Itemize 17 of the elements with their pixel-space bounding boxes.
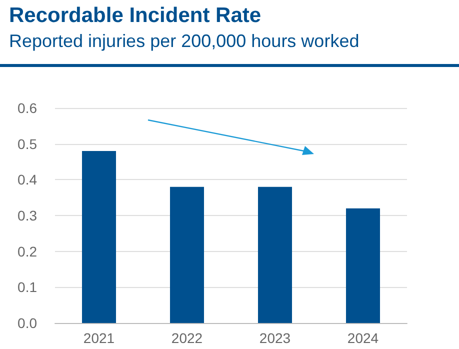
chart-subtitle: Reported injuries per 200,000 hours worked <box>9 31 360 51</box>
x-tick-label: 2024 <box>347 330 379 346</box>
y-tick-label: 0.1 <box>18 279 38 296</box>
bar <box>170 186 204 323</box>
y-tick-label: 0.3 <box>18 208 38 224</box>
y-tick-label: 0.6 <box>18 100 38 116</box>
chart-title: Recordable Incident Rate <box>9 4 262 27</box>
y-tick-label: 0.2 <box>18 243 38 260</box>
x-tick-label: 2021 <box>83 330 115 346</box>
bar <box>258 186 292 323</box>
y-tick-label: 0.5 <box>18 136 38 152</box>
y-tick-label: 0.0 <box>18 315 38 331</box>
x-tick-label: 2022 <box>171 330 203 346</box>
x-tick-label: 2023 <box>259 330 291 346</box>
bar <box>346 208 380 323</box>
bar <box>82 151 116 323</box>
y-tick-label: 0.4 <box>18 172 38 188</box>
